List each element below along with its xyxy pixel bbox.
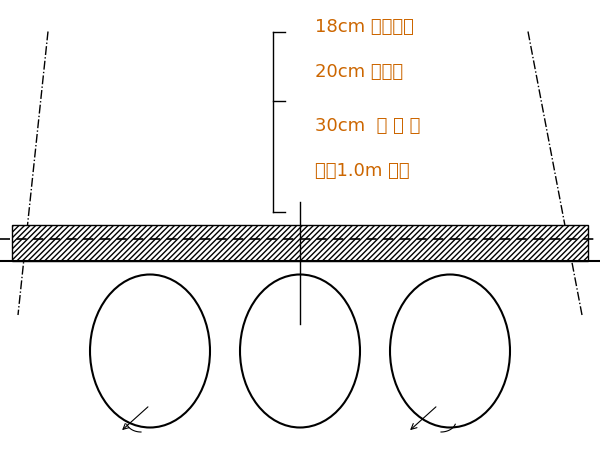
Ellipse shape <box>90 274 210 428</box>
Text: 18cm 砼面层、: 18cm 砼面层、 <box>315 18 414 36</box>
Bar <box>12 225 588 261</box>
Text: 30cm  石 渣 垫: 30cm 石 渣 垫 <box>315 117 421 135</box>
Text: 层，1.0m 圆管: 层，1.0m 圆管 <box>315 162 410 180</box>
Text: 20cm 碎石土: 20cm 碎石土 <box>315 63 403 81</box>
Ellipse shape <box>240 274 360 428</box>
Ellipse shape <box>390 274 510 428</box>
